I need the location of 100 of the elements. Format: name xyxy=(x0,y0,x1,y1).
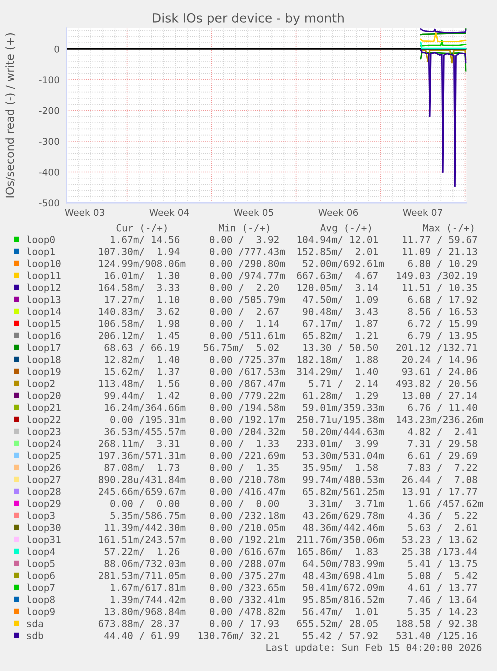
text: 4.82 / 2.41 xyxy=(408,428,478,436)
y-tick-label: -500 xyxy=(39,200,60,207)
text: 0.00 /323.65m xyxy=(210,584,286,592)
text: 890.28u/431.84m xyxy=(98,476,186,484)
text: 90.48m/ 3.43 xyxy=(303,308,378,316)
text: 99.74m/480.53m xyxy=(303,476,384,484)
y-tick-label: 0 xyxy=(54,46,60,53)
text: 124.99m/908.06m xyxy=(99,260,186,268)
text: 11.39m/442.30m xyxy=(105,524,186,532)
legend-label: loop9 xyxy=(27,608,55,618)
legend-label: loop3 xyxy=(27,512,55,522)
line-series xyxy=(420,32,467,43)
text: 5.41 / 13.75 xyxy=(408,560,478,568)
text: 0.00 /221.69m xyxy=(210,452,286,460)
text: 0.00 /617.53m xyxy=(210,368,286,376)
text: 0.00 / 0.00 xyxy=(210,500,280,508)
text: 7.83 / 7.22 xyxy=(408,464,478,472)
text: 655.52m/ 28.05 xyxy=(297,620,378,628)
text: 57.22m/ 1.26 xyxy=(104,548,180,556)
text: 0.00 /210.05m xyxy=(210,524,286,532)
text: 36.53m/455.57m xyxy=(104,428,186,436)
text: 211.76m/350.06m xyxy=(297,536,384,544)
text: 35.95m/ 1.58 xyxy=(303,464,378,472)
legend-label: loop23 xyxy=(27,428,61,438)
text: 667.63m/ 4.67 xyxy=(297,272,378,280)
text: 107.30m/ 1.94 xyxy=(99,248,180,256)
text: 0.00 / 3.92 xyxy=(210,236,279,244)
legend-label: loop5 xyxy=(27,560,55,570)
text: 50.20m/444.63m xyxy=(303,428,384,436)
text: 0.00 /511.61m xyxy=(210,332,286,340)
text: 4.61 / 13.77 xyxy=(408,584,478,592)
text: 0.00 / 2.20 xyxy=(210,284,280,292)
legend-label: loop1 xyxy=(27,248,55,258)
text: 250.71u/195.38m xyxy=(297,416,384,424)
text: 5.35m/586.75m xyxy=(110,512,186,520)
text: 55.42 / 57.92 xyxy=(303,632,378,640)
y-tick-label: -200 xyxy=(39,107,60,114)
text: 161.51m/243.57m xyxy=(99,536,186,544)
text: 113.48m/ 1.56 xyxy=(99,380,180,388)
text: 11.09 / 21.13 xyxy=(403,248,478,256)
text: 120.05m/ 3.14 xyxy=(298,284,378,292)
text: 0.00 /194.58m xyxy=(210,404,286,412)
text: 0.00 /290.80m xyxy=(210,260,286,268)
legend-label: loop8 xyxy=(27,596,55,606)
legend-label: loop4 xyxy=(27,548,56,558)
text: 0.00 /375.27m xyxy=(210,572,286,580)
text: 13.00 / 27.14 xyxy=(403,392,478,400)
text: 53.30m/531.04m xyxy=(303,452,384,460)
text: 0.00 /192.21m xyxy=(210,536,286,544)
legend-label: loop30 xyxy=(27,524,61,534)
text: 95.85m/816.52m xyxy=(303,596,384,604)
text: 61.28m/ 1.29 xyxy=(303,392,378,400)
text: 152.85m/ 2.01 xyxy=(298,248,378,256)
text: 531.40 /125.16 xyxy=(396,632,478,640)
text: 65.82m/ 1.21 xyxy=(303,332,378,340)
legend-label: loop20 xyxy=(27,392,61,402)
x-tick-label: Week 04 xyxy=(150,208,190,216)
text: 53.23 / 13.62 xyxy=(402,536,478,544)
text: 93.61 / 24.06 xyxy=(402,368,478,376)
x-tick-label: Week 03 xyxy=(65,208,104,216)
text: 314.29m/ 1.40 xyxy=(297,368,378,376)
text: 13.80m/968.84m xyxy=(105,608,186,616)
text: 6.72 / 15.99 xyxy=(408,320,478,328)
legend-label: loop21 xyxy=(27,404,61,414)
text: 7.46 / 13.64 xyxy=(408,596,478,604)
text: Min (-/+) xyxy=(219,224,270,233)
y-tick-label: -300 xyxy=(39,138,60,146)
legend-label: loop24 xyxy=(27,440,61,450)
legend-label: loop11 xyxy=(27,272,61,282)
text: 0.00 /232.18m xyxy=(210,512,286,520)
text: 68.63 / 66.19 xyxy=(104,344,180,352)
legend-label: loop25 xyxy=(27,452,61,462)
text: Cur (-/+) xyxy=(116,224,167,233)
text: 182.18m/ 1.88 xyxy=(298,356,378,364)
text: 6.80 / 10.29 xyxy=(408,260,478,268)
line-series xyxy=(420,50,467,64)
text: 0.00 /210.78m xyxy=(210,476,286,484)
text: 25.38 /173.44 xyxy=(402,548,478,556)
text: 16.24m/364.66m xyxy=(105,404,186,412)
legend-label: loop16 xyxy=(27,332,61,342)
line-series xyxy=(420,28,467,36)
text: 0.00 /192.17m xyxy=(210,416,286,424)
text: 0.00 / 1.14 xyxy=(210,320,280,328)
text: 104.94m/ 12.01 xyxy=(298,236,378,244)
legend-label: loop18 xyxy=(27,356,61,366)
text: 65.82m/561.25m xyxy=(303,488,384,496)
legend-label: loop14 xyxy=(27,308,61,318)
text: 197.36m/571.31m xyxy=(99,452,186,460)
text: 143.23m/236.26m xyxy=(397,416,484,424)
x-tick-label: Week 06 xyxy=(318,208,358,216)
text: 8.56 / 16.53 xyxy=(408,308,478,316)
text: 0.00 /332.41m xyxy=(210,596,286,604)
text: 59.01m/359.33m xyxy=(303,404,384,412)
legend-label: loop0 xyxy=(27,236,55,246)
chart-title: Disk IOs per device - by month xyxy=(153,13,344,26)
text: 48.43m/698.41m xyxy=(303,572,384,580)
text: 48.36m/442.46m xyxy=(303,524,384,532)
legend-label: loop27 xyxy=(27,476,61,486)
y-tick-label: -100 xyxy=(39,76,60,84)
text: 0.00 / 1.33 xyxy=(210,440,279,448)
